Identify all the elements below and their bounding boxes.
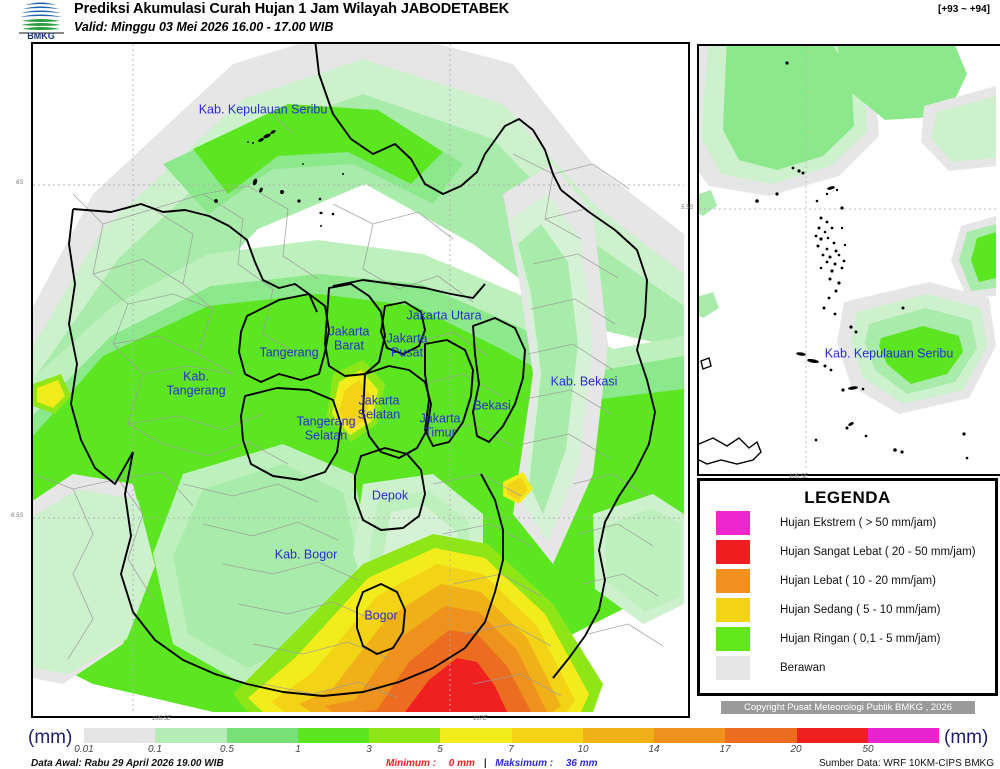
data-awal-text: Data Awal: Rabu 29 April 2026 19.00 WIB (31, 758, 224, 769)
colorbar-seg-8 (654, 728, 726, 743)
maksimum-value: 36 mm (565, 758, 598, 769)
colorbar-seg-9 (725, 728, 797, 743)
main-map-canvas (33, 44, 688, 716)
inset-map-panel[interactable]: Kab. Kepulauan Seribu (697, 44, 1000, 476)
forecast-hour-range: [+93 ~ +94] (938, 4, 990, 15)
colorbar-seg-4 (369, 728, 441, 743)
main-map-lat-tick-6s: 6S (16, 180, 24, 186)
colorbar-tick-labels: 0.01 0.1 0.5 1 3 5 7 10 14 17 20 50 (74, 744, 939, 757)
colorbar-seg-10 (796, 728, 868, 743)
maksimum-label: Maksimum : (495, 758, 554, 769)
legend-swatch-hujan-sangat-lebat (716, 539, 750, 564)
colorbar-tick-10: 20 (790, 744, 802, 755)
legend-swatch-hujan-lebat (716, 568, 750, 593)
inset-map-lon-tick: 106.5E (789, 474, 809, 480)
colorbar-gradient (84, 728, 939, 743)
legend-swatch-hujan-ringan (716, 626, 750, 651)
colorbar-seg-0 (84, 728, 156, 743)
inset-map-lat-tick: 5.5S (681, 205, 694, 211)
bmkg-logo-icon: BMKG (14, 1, 70, 39)
legend-label-hujan-sedang: Hujan Sedang ( 5 - 10 mm/jam) (780, 603, 941, 616)
legend-label-hujan-sangat-lebat: Hujan Sangat Lebat ( 20 - 50 mm/jam) (780, 545, 976, 558)
legend-panel: LEGENDA Hujan Ekstrem ( > 50 mm/jam) Huj… (697, 478, 998, 696)
valid-time-text: Valid: Minggu 03 Mei 2026 16.00 - 17.00 … (74, 20, 334, 34)
legend-label-hujan-ringan: Hujan Ringan ( 0,1 - 5 mm/jam) (780, 632, 941, 645)
colorbar-tick-9: 17 (719, 744, 731, 755)
colorbar-seg-6 (511, 728, 583, 743)
colorbar-tick-1: 0.1 (148, 744, 162, 755)
copyright-banner: Copyright Pusat Meteorologi Publik BMKG … (721, 701, 975, 714)
main-map-panel[interactable]: Kab. Kepulauan Seribu Kab. Tangerang Tan… (31, 42, 690, 718)
main-map-lat-tick-65s: 6.5S (11, 513, 24, 519)
colorbar-unit-right: (mm) (944, 727, 989, 748)
minimum-value: 0 mm (448, 758, 475, 769)
header: BMKG Prediksi Akumulasi Curah Hujan 1 Ja… (0, 0, 1000, 40)
legend-row-hujan-lebat: Hujan Lebat ( 10 - 20 mm/jam) (716, 566, 995, 595)
svg-text:BMKG: BMKG (27, 31, 55, 39)
colorbar-unit-left: (mm) (28, 727, 73, 748)
colorbar-tick-0: 0.01 (74, 744, 94, 755)
colorbar-tick-8: 14 (648, 744, 660, 755)
colorbar-seg-1 (155, 728, 227, 743)
colorbar-tick-11: 50 (862, 744, 874, 755)
legend-swatch-hujan-sedang (716, 597, 750, 622)
colorbar-tick-6: 7 (508, 744, 514, 755)
colorbar-seg-11 (867, 728, 939, 743)
colorbar-seg-3 (297, 728, 369, 743)
legend-row-hujan-ekstrem: Hujan Ekstrem ( > 50 mm/jam) (716, 508, 995, 537)
min-max-text: Minimum : 0 mm | Maksimum : 36 mm (386, 758, 598, 769)
legend-swatch-berawan (716, 655, 750, 680)
colorbar-tick-7: 10 (577, 744, 589, 755)
legend-label-hujan-lebat: Hujan Lebat ( 10 - 20 mm/jam) (780, 574, 936, 587)
legend-swatch-hujan-ekstrem (716, 510, 750, 535)
legend-label-hujan-ekstrem: Hujan Ekstrem ( > 50 mm/jam) (780, 516, 937, 529)
legend-label-berawan: Berawan (780, 661, 826, 674)
colorbar-tick-5: 5 (437, 744, 443, 755)
legend-title: LEGENDA (804, 488, 891, 507)
colorbar-tick-4: 3 (366, 744, 372, 755)
colorbar-tick-2: 0.5 (220, 744, 234, 755)
legend-row-hujan-sedang: Hujan Sedang ( 5 - 10 mm/jam) (716, 595, 995, 624)
main-map-lon-tick-107e: 107E (473, 716, 488, 722)
page-title: Prediksi Akumulasi Curah Hujan 1 Jam Wil… (74, 1, 510, 17)
colorbar-seg-5 (440, 728, 512, 743)
colorbar-seg-2 (226, 728, 298, 743)
legend-row-berawan: Berawan (716, 653, 995, 682)
source-text: Sumber Data: WRF 10KM-CIPS BMKG (818, 758, 994, 769)
colorbar-seg-7 (582, 728, 654, 743)
inset-map-canvas (699, 46, 996, 470)
colorbar-tick-3: 1 (295, 744, 301, 755)
minmax-separator: | (483, 758, 487, 769)
colorbar-panel: (mm) (mm) 0.01 0.1 0.5 1 3 5 7 10 14 (0, 725, 1000, 769)
main-map-lon-tick-1065e: 106.5E (152, 716, 172, 722)
legend-row-hujan-sangat-lebat: Hujan Sangat Lebat ( 20 - 50 mm/jam) (716, 537, 995, 566)
minimum-label: Minimum : (386, 758, 436, 769)
legend-row-hujan-ringan: Hujan Ringan ( 0,1 - 5 mm/jam) (716, 624, 995, 653)
